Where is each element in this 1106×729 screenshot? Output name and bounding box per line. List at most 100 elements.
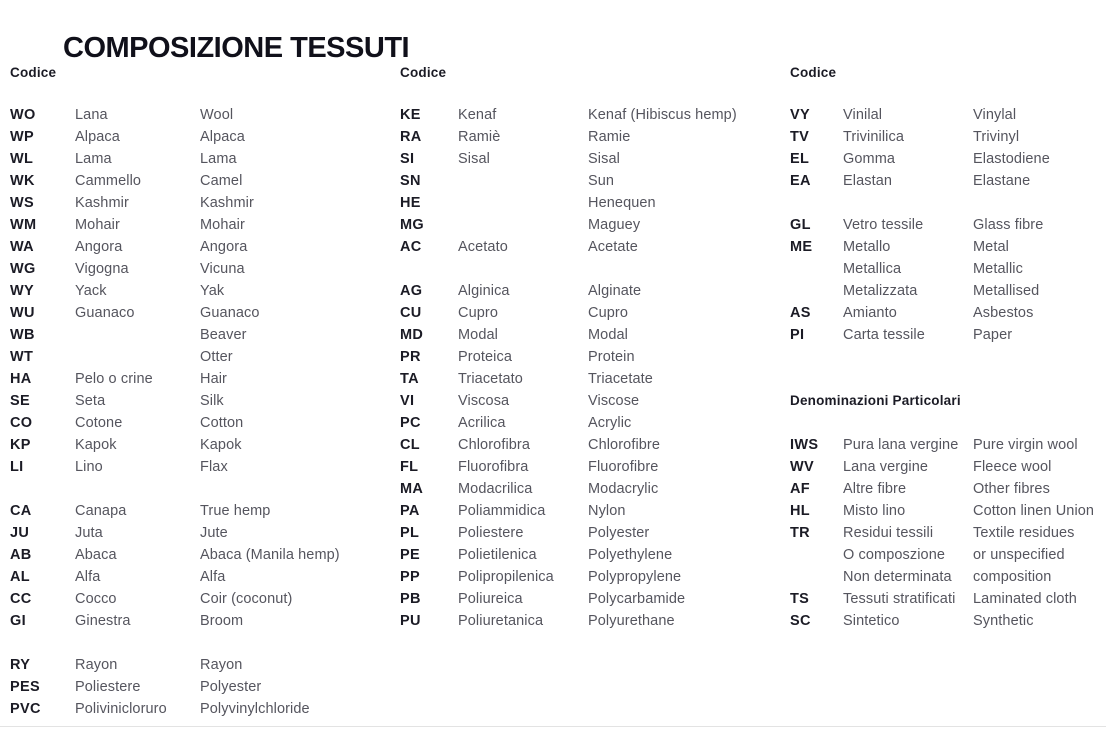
column-1-rows: WO Lana Wool WP Alpaca Alpaca WL Lama Lama WK Camm… xyxy=(10,104,390,720)
english-name-cell: Alfa xyxy=(200,569,226,585)
table-row: WK Cammello Camel xyxy=(10,170,390,192)
italian-name-cell: Lana xyxy=(75,107,108,123)
page-title: COMPOSIZIONE TESSUTI xyxy=(63,32,410,65)
english-name-cell: Wool xyxy=(200,107,234,123)
italian-name-cell: Seta xyxy=(75,393,106,409)
english-name-cell: Cupro xyxy=(588,305,628,321)
row-group: GL Vetro tessile Glass fibre ME Metallo Metal… xyxy=(790,214,1102,346)
code-cell xyxy=(790,280,843,302)
english-name-cell: Beaver xyxy=(200,327,247,343)
italian-name-cell: Alpaca xyxy=(75,129,120,145)
english-name-cell: Ramie xyxy=(588,129,631,145)
table-row: HL Misto lino Cotton linen Union xyxy=(790,500,1102,522)
table-row: TA Triacetato Triacetate xyxy=(400,368,780,390)
italian-name-cell: Ginestra xyxy=(75,613,131,629)
code-cell: CC xyxy=(10,591,32,607)
code-cell: WP xyxy=(10,129,34,145)
english-name-cell: Vinylal xyxy=(973,107,1017,123)
row-group: CA Canapa True hemp JU Juta Jute AB Abaca Abaca … xyxy=(10,500,390,632)
english-name-cell: Alginate xyxy=(588,283,642,299)
table-row: ME Metallo Metal xyxy=(790,236,1102,258)
row-group: VY Vinilal Vinylal TV Trivinilica Trivinyl EL G… xyxy=(790,104,1102,192)
code-cell xyxy=(790,566,843,588)
italian-name-cell: Modacrilica xyxy=(458,481,533,497)
table-row: WB Beaver xyxy=(10,324,390,346)
english-name-cell: Abaca (Manila hemp) xyxy=(200,547,340,563)
italian-name-cell xyxy=(75,346,200,368)
table-row: AB Abaca Abaca (Manila hemp) xyxy=(10,544,390,566)
code-cell: AG xyxy=(400,283,423,299)
english-name-cell: Polyurethane xyxy=(588,613,675,629)
italian-name-cell: Vigogna xyxy=(75,261,129,277)
table-row: AF Altre fibre Other fibres xyxy=(790,478,1102,500)
table-row: PB Poliureica Polycarbamide xyxy=(400,588,780,610)
english-name-cell: Paper xyxy=(973,327,1013,343)
code-cell: WK xyxy=(10,173,35,189)
english-name-cell: Polyethylene xyxy=(588,547,673,563)
english-name-cell: Otter xyxy=(200,349,233,365)
english-name-cell: Kapok xyxy=(200,437,242,453)
italian-name-cell: Sisal xyxy=(458,151,490,167)
table-row: PA Poliammidica Nylon xyxy=(400,500,780,522)
italian-name-cell: Poliureica xyxy=(458,591,523,607)
table-row: Metallica Metallic xyxy=(790,258,1102,280)
italian-name-cell: Poliestere xyxy=(75,679,141,695)
italian-name-cell: Guanaco xyxy=(75,305,135,321)
italian-name-cell: Acrilica xyxy=(458,415,506,431)
italian-name-cell: Angora xyxy=(75,239,123,255)
code-cell: TA xyxy=(400,371,419,387)
english-name-cell: Chlorofibre xyxy=(588,437,661,453)
english-name-cell: Polypropylene xyxy=(588,569,682,585)
table-row: LI Lino Flax xyxy=(10,456,390,478)
code-cell: PL xyxy=(400,525,420,541)
italian-name-cell: Sintetico xyxy=(843,613,900,629)
code-cell: ME xyxy=(790,239,813,255)
italian-name-cell: Cammello xyxy=(75,173,142,189)
table-row: WG Vigogna Vicuna xyxy=(10,258,390,280)
table-row: PP Polipropilenica Polypropylene xyxy=(400,566,780,588)
english-name-cell: Hair xyxy=(200,371,227,387)
italian-name-cell: Kashmir xyxy=(75,195,129,211)
bottom-divider xyxy=(0,726,1106,727)
english-name-cell: Polyvinylchloride xyxy=(200,701,310,717)
english-name-cell: Acetate xyxy=(588,239,638,255)
table-row: WO Lana Wool xyxy=(10,104,390,126)
english-name-cell: Cotton xyxy=(200,415,244,431)
english-name-cell: Coir (coconut) xyxy=(200,591,293,607)
table-row: WL Lama Lama xyxy=(10,148,390,170)
italian-name-cell: Fluorofibra xyxy=(458,459,529,475)
table-row: RY Rayon Rayon xyxy=(10,654,390,676)
italian-name-cell: Polietilenica xyxy=(458,547,537,563)
italian-name-cell: Residui tessili xyxy=(843,525,934,541)
code-cell: PP xyxy=(400,569,420,585)
table-row: PI Carta tessile Paper xyxy=(790,324,1102,346)
code-cell: HE xyxy=(400,195,421,211)
english-name-cell: Laminated cloth xyxy=(973,591,1077,607)
italian-name-cell: Rayon xyxy=(75,657,118,673)
italian-name-cell: Pelo o crine xyxy=(75,371,153,387)
english-name-cell: Kashmir xyxy=(200,195,254,211)
table-row: WU Guanaco Guanaco xyxy=(10,302,390,324)
table-row: WY Yack Yak xyxy=(10,280,390,302)
table-row: O composzione or unspecified xyxy=(790,544,1102,566)
english-name-cell: Pure virgin wool xyxy=(973,437,1078,453)
italian-name-cell: Amianto xyxy=(843,305,897,321)
english-name-cell: Yak xyxy=(200,283,225,299)
table-row: HE Henequen xyxy=(400,192,780,214)
code-column-3: Codice VY Vinilal Vinylal TV Trivinilica Triv… xyxy=(790,66,1102,632)
code-cell: TV xyxy=(790,129,810,145)
english-name-cell: Synthetic xyxy=(973,613,1034,629)
italian-name-cell: Poliuretanica xyxy=(458,613,544,629)
code-cell: GL xyxy=(790,217,811,233)
code-cell: KP xyxy=(10,437,31,453)
english-name-cell: Mohair xyxy=(200,217,245,233)
italian-name-cell: Juta xyxy=(75,525,103,541)
italian-name-cell: Altre fibre xyxy=(843,481,907,497)
table-row: EA Elastan Elastane xyxy=(790,170,1102,192)
english-name-cell: or unspecified xyxy=(973,547,1065,563)
italian-name-cell: Lama xyxy=(75,151,112,167)
italian-name-cell: Tessuti stratificati xyxy=(843,591,956,607)
table-row: GL Vetro tessile Glass fibre xyxy=(790,214,1102,236)
code-cell: VY xyxy=(790,107,810,123)
